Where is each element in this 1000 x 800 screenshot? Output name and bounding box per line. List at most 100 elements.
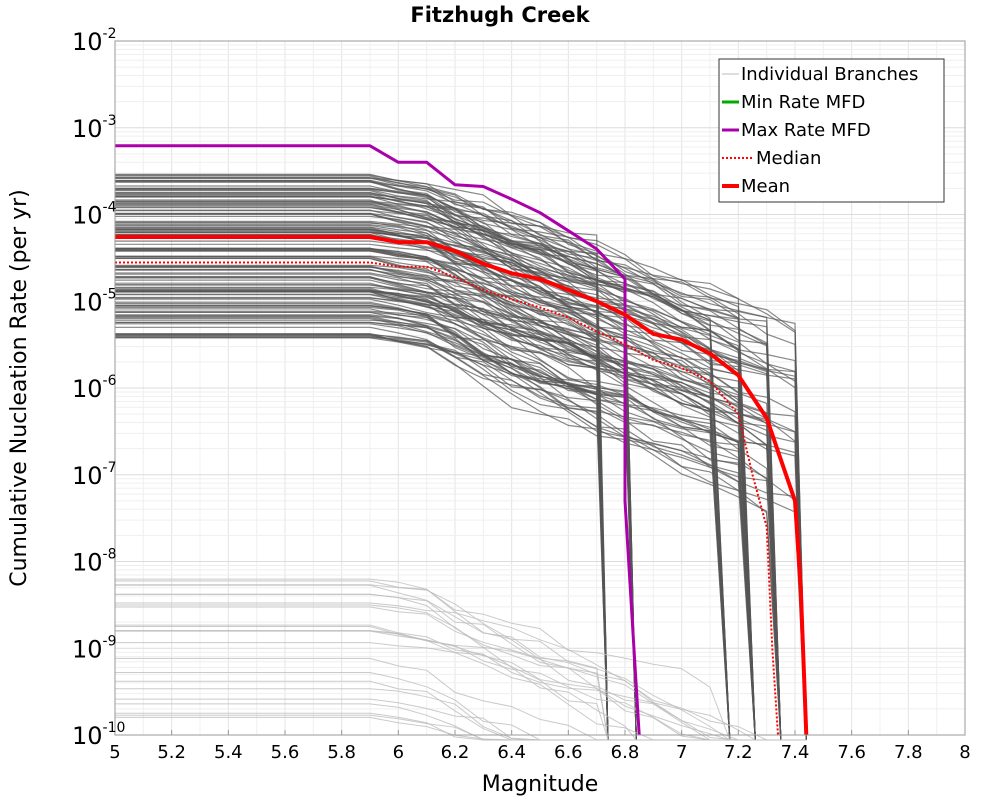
individual-branch-line <box>115 336 782 741</box>
plot-area-frame <box>114 40 966 736</box>
individual-branch-line <box>115 195 756 741</box>
legend: Individual Branches Min Rate MFD Max Rate … <box>718 58 945 203</box>
series-median-line <box>115 261 779 736</box>
x-tick-label: 5.4 <box>214 742 243 763</box>
individual-branch-line <box>115 336 807 741</box>
legend-box <box>718 58 945 203</box>
y-tick-exponent: -5 <box>103 286 117 302</box>
individual-branch-line <box>115 200 756 741</box>
summary-series <box>115 144 809 736</box>
individual-branch-line <box>115 227 609 741</box>
individual-branch-line <box>115 680 637 741</box>
x-tick-label: 8 <box>959 742 970 763</box>
individual-branch-line <box>115 181 782 741</box>
individual-branch-line <box>115 194 609 741</box>
individual-branch-line <box>115 333 782 741</box>
individual-branch-line <box>115 316 807 741</box>
y-tick-label: 10-7 <box>72 460 117 490</box>
individual-branch-line <box>115 311 756 741</box>
individual-branch-line <box>115 672 756 741</box>
individual-branch-line <box>115 269 609 741</box>
individual-branch-line <box>115 602 781 741</box>
x-tick-label: 5.6 <box>271 742 300 763</box>
individual-branch-line <box>115 298 609 741</box>
individual-branch-line <box>115 224 782 741</box>
legend-label: Mean <box>741 176 790 197</box>
individual-branch-line <box>115 233 609 741</box>
individual-branch-line <box>115 266 637 741</box>
chart-title: Fitzhugh Creek <box>410 3 590 27</box>
individual-branch-line <box>115 189 807 741</box>
individual-branch-line <box>115 249 807 741</box>
individual-branch-line <box>115 175 756 741</box>
y-tick-exponent: -8 <box>103 547 117 563</box>
individual-branch-line <box>115 193 807 741</box>
legend-label: Individual Branches <box>741 64 918 85</box>
individual-branch-line <box>115 305 731 741</box>
y-tick-label: 10-8 <box>72 547 117 577</box>
x-tick-label: 6.6 <box>554 742 583 763</box>
y-tick-exponent: -9 <box>103 633 117 649</box>
y-tick-label: 10-6 <box>72 373 117 403</box>
individual-branch-line <box>115 179 637 741</box>
legend-label: Min Rate MFD <box>741 92 865 113</box>
y-axis-label: Cumulative Nucleation Rate (per yr) <box>7 189 32 587</box>
individual-branch-line <box>115 273 609 741</box>
individual-branch-line <box>115 584 756 741</box>
individual-branch-line <box>115 257 756 741</box>
x-axis-label: Magnitude <box>482 772 599 797</box>
individual-branch-line <box>115 314 782 741</box>
individual-branch-line <box>115 606 609 741</box>
individual-branch-line <box>115 180 609 741</box>
individual-branch-line <box>115 310 731 741</box>
individual-branches <box>115 173 807 741</box>
x-tick-label: 7.2 <box>724 742 753 763</box>
individual-branch-line <box>115 266 782 741</box>
individual-branch-line <box>115 297 731 741</box>
series-max-rate-mfd-line <box>115 144 641 736</box>
y-tick-exponent: -7 <box>103 460 117 476</box>
individual-branch-line <box>115 333 782 741</box>
individual-branch-line <box>115 250 756 741</box>
individual-branch-line <box>115 593 781 741</box>
x-tick-label: 5.2 <box>157 742 186 763</box>
y-tick-label: 10-4 <box>72 200 117 230</box>
x-tick-label: 6 <box>393 742 404 763</box>
individual-branch-line <box>115 284 807 741</box>
x-tick-label: 6.8 <box>611 742 640 763</box>
y-tick-exponent: -10 <box>103 720 126 736</box>
individual-branch-line <box>115 213 807 741</box>
individual-branch-line <box>115 210 609 741</box>
y-tick-label: 10-9 <box>72 633 117 663</box>
individual-branch-line <box>115 287 637 741</box>
x-tick-label: 5 <box>109 742 120 763</box>
y-tick-exponent: -2 <box>103 26 117 42</box>
individual-branch-line <box>115 315 609 741</box>
individual-branch-line <box>115 698 807 741</box>
series-mean-line <box>115 235 809 736</box>
y-tick-exponent: -4 <box>103 200 117 216</box>
individual-branch-line <box>115 231 609 741</box>
individual-branch-line <box>115 333 782 741</box>
individual-branch-line <box>115 277 807 741</box>
y-tick-label: 10-5 <box>72 286 117 316</box>
legend-label: Max Rate MFD <box>741 120 871 141</box>
individual-branch-line <box>115 337 756 741</box>
y-tick-exponent: -3 <box>103 113 117 129</box>
x-tick-label: 7.4 <box>781 742 810 763</box>
y-tick-label: 10-2 <box>72 26 117 56</box>
individual-branch-line <box>115 642 730 741</box>
individual-branch-line <box>115 276 756 741</box>
x-tick-label: 5.8 <box>327 742 356 763</box>
individual-branch-line <box>115 714 781 741</box>
x-tick-label: 7 <box>676 742 687 763</box>
individual-branch-line <box>115 604 807 741</box>
y-tick-label: 10-3 <box>72 113 117 143</box>
individual-branch-line <box>115 205 782 741</box>
x-tick-label: 7.8 <box>894 742 923 763</box>
individual-branch-line <box>115 177 637 741</box>
individual-branch-line <box>115 321 609 741</box>
individual-branch-line <box>115 187 782 741</box>
legend-label: Median <box>756 148 821 169</box>
